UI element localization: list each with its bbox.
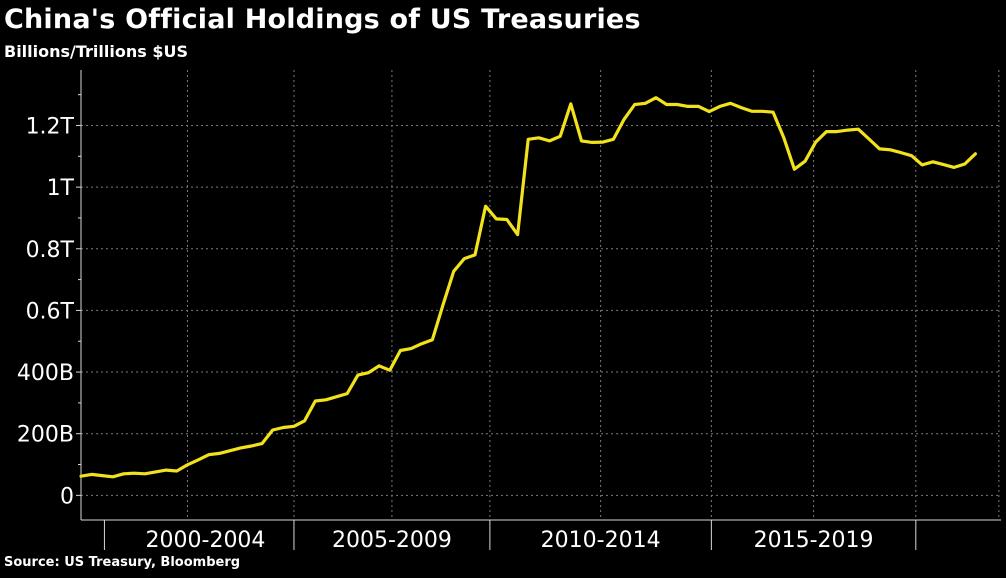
y-tick-label: 0 <box>60 484 74 509</box>
x-group-label: 2010-2014 <box>541 528 661 553</box>
grid-lines <box>81 70 1001 520</box>
y-tick-label: 0.6T <box>26 299 75 324</box>
chart-subtitle: Billions/Trillions $US <box>4 42 188 61</box>
x-group-label: 2005-2009 <box>332 528 452 553</box>
source-note: Source: US Treasury, Bloomberg <box>4 555 241 570</box>
chart-title: China's Official Holdings of US Treasuri… <box>4 4 641 35</box>
axes <box>76 70 1001 550</box>
tick-labels: 0 200B 400B 0.6T 0.8T 1T 1.2T 2000-2004 2005-200… <box>17 114 874 553</box>
x-group-label: 2000-2004 <box>146 528 266 553</box>
y-tick-label: 0.8T <box>26 238 75 263</box>
y-tick-label: 200B <box>17 423 74 448</box>
y-tick-label: 400B <box>17 361 74 386</box>
y-tick-label: 1.2T <box>26 114 75 139</box>
series-layer <box>79 96 978 479</box>
y-tick-label: 1T <box>47 176 75 201</box>
x-group-label: 2015-2019 <box>754 528 874 553</box>
series-line <box>79 96 978 479</box>
